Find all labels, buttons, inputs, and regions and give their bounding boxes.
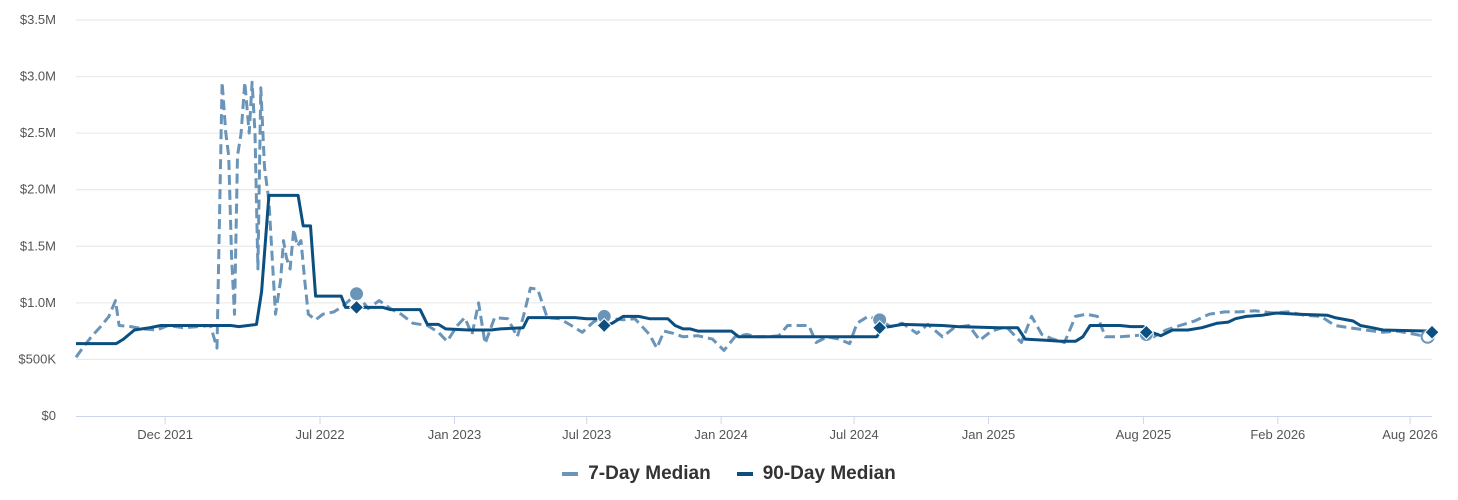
y-tick-label: $2.5M — [20, 125, 56, 140]
x-axis-labels: Dec 2021 Jul 2022 Jan 2023 Jul 2023 Jan 2024… — [137, 427, 1438, 442]
legend-label: 90-Day Median — [762, 463, 896, 484]
x-tick-label: Jan 2023 — [428, 427, 482, 442]
x-tick-label: Jan 2024 — [694, 427, 748, 442]
legend-label: 7-Day Median — [588, 463, 711, 484]
x-tick-label: Jul 2022 — [295, 427, 344, 442]
x-tick-label: Aug 2026 — [1382, 427, 1438, 442]
legend: 7-Day Median 90-Day Median — [0, 458, 1458, 490]
series — [74, 80, 1433, 359]
x-axis — [76, 416, 1432, 424]
markers — [348, 286, 1440, 344]
y-tick-label: $1.0M — [20, 295, 56, 310]
legend-item-7-day-median[interactable]: 7-Day Median — [562, 463, 711, 485]
y-tick-label: $1.5M — [20, 238, 56, 253]
x-tick-label: Jan 2025 — [962, 427, 1016, 442]
legend-swatch-90-day — [736, 472, 753, 476]
grid — [76, 19, 1432, 360]
y-tick-label: $2.0M — [20, 182, 56, 197]
x-tick-label: Jul 2024 — [830, 427, 879, 442]
y-tick-label: $3.5M — [20, 12, 56, 27]
7-day-marker — [349, 286, 365, 302]
y-tick-label: $500K — [18, 351, 56, 366]
legend-swatch-7-day — [562, 472, 579, 476]
y-tick-label: $3.0M — [20, 69, 56, 84]
series-line-7-day-median — [74, 80, 1428, 359]
y-tick-label: $0 — [42, 408, 56, 423]
x-tick-label: Jul 2023 — [562, 427, 611, 442]
y-axis-labels: $0 $500K $1.0M $1.5M $2.0M $2.5M $3.0M $3.5M — [18, 12, 56, 423]
90-day-marker — [348, 299, 365, 316]
x-tick-label: Dec 2021 — [137, 427, 193, 442]
x-tick-label: Feb 2026 — [1250, 427, 1305, 442]
90-day-marker — [1424, 324, 1440, 340]
series-line-90-day-median — [76, 193, 1433, 346]
90-day-marker — [596, 317, 612, 334]
median-price-chart: $0 $500K $1.0M $1.5M $2.0M $2.5M $3.0M $3.5M De… — [18, 12, 1440, 442]
legend-item-90-day-median[interactable]: 90-Day Median — [736, 463, 896, 485]
x-tick-label: Aug 2025 — [1116, 427, 1172, 442]
90-day-marker — [871, 320, 888, 336]
90-day-marker — [1138, 324, 1155, 340]
